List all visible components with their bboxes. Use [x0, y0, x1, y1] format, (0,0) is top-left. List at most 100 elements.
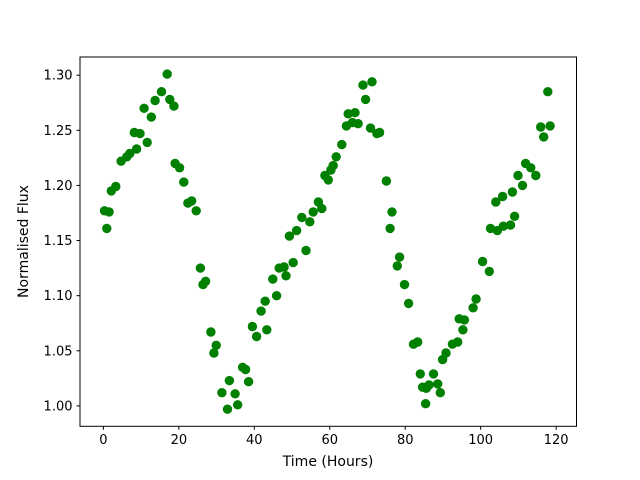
- data-point: [217, 388, 227, 398]
- data-point: [179, 177, 189, 187]
- data-point: [433, 379, 443, 389]
- data-point: [211, 340, 221, 350]
- data-point: [323, 175, 333, 185]
- data-point: [191, 206, 201, 216]
- x-tick-label: 60: [321, 433, 338, 448]
- data-point: [308, 207, 318, 217]
- data-point: [301, 245, 311, 256]
- data-point: [453, 337, 463, 347]
- data-point: [420, 399, 431, 409]
- plot-area: [79, 56, 577, 427]
- data-point: [477, 256, 488, 267]
- data-point: [200, 276, 211, 286]
- data-point: [367, 77, 377, 87]
- data-point: [135, 128, 145, 139]
- data-point: [297, 212, 307, 223]
- data-point: [240, 364, 251, 375]
- data-point: [230, 389, 240, 399]
- x-tick-label: 0: [99, 433, 107, 448]
- data-point: [543, 87, 553, 97]
- data-point: [491, 197, 501, 207]
- data-point: [284, 231, 295, 241]
- data-point: [403, 298, 414, 309]
- data-point: [174, 163, 185, 173]
- data-point: [505, 220, 516, 230]
- data-point: [337, 139, 347, 150]
- data-point: [531, 170, 541, 181]
- x-tick-label: 40: [246, 433, 263, 448]
- data-point: [288, 257, 298, 268]
- data-point: [243, 377, 254, 387]
- data-point: [526, 163, 536, 173]
- data-point: [111, 181, 121, 192]
- data-point: [399, 279, 410, 290]
- data-point: [131, 144, 142, 154]
- data-point: [156, 87, 167, 97]
- data-point: [139, 103, 149, 114]
- data-point: [539, 132, 549, 142]
- data-point: [331, 152, 341, 162]
- data-point: [251, 331, 262, 342]
- data-point: [125, 148, 135, 159]
- data-point: [517, 180, 528, 191]
- data-point: [360, 94, 371, 105]
- data-point: [468, 303, 478, 313]
- data-point: [498, 221, 508, 231]
- x-tick-label: 20: [171, 433, 188, 448]
- y-tick-label: 1.00: [44, 399, 73, 414]
- data-point: [256, 306, 266, 316]
- data-point: [262, 325, 272, 335]
- data-point: [222, 404, 233, 414]
- data-point: [471, 294, 481, 304]
- y-axis-label: Normalised Flux: [16, 185, 32, 298]
- data-point: [374, 127, 385, 138]
- data-point: [260, 296, 270, 306]
- y-tick-label: 1.20: [44, 179, 73, 194]
- data-point: [350, 108, 360, 118]
- data-point: [353, 119, 363, 129]
- data-point: [279, 262, 289, 272]
- data-point: [428, 369, 439, 379]
- data-point: [424, 380, 434, 390]
- data-point: [247, 321, 258, 332]
- data-point: [317, 203, 327, 214]
- data-point: [413, 337, 423, 347]
- x-axis-label: Time (Hours): [282, 454, 374, 470]
- y-tick-label: 1.10: [44, 289, 73, 304]
- data-point: [497, 191, 508, 202]
- data-point: [459, 315, 470, 325]
- data-point: [291, 225, 302, 236]
- data-point: [195, 263, 206, 273]
- x-tick-label: 80: [397, 433, 414, 448]
- data-point: [513, 170, 523, 181]
- data-points: [99, 69, 555, 414]
- data-point: [509, 211, 520, 221]
- data-point: [328, 160, 338, 171]
- y-tick-label: 1.05: [44, 344, 73, 359]
- data-point: [381, 176, 392, 186]
- y-tick-label: 1.15: [44, 234, 73, 249]
- data-point: [392, 261, 402, 271]
- y-tick-label: 1.30: [44, 69, 73, 84]
- data-point: [387, 207, 397, 217]
- data-point: [187, 196, 197, 206]
- data-point: [169, 101, 179, 111]
- data-point: [104, 207, 114, 217]
- data-point: [146, 112, 156, 122]
- data-point: [206, 327, 216, 337]
- data-point: [102, 223, 112, 234]
- data-point: [233, 400, 243, 410]
- data-point: [209, 348, 219, 358]
- data-point: [536, 122, 546, 132]
- x-tick-label: 120: [544, 433, 569, 448]
- x-tick-label: 100: [468, 433, 493, 448]
- data-point: [358, 80, 368, 90]
- x-axis-ticks: 0 20 40 60 80 100 120: [99, 426, 569, 448]
- data-point: [150, 95, 160, 106]
- data-point: [458, 325, 468, 335]
- data-point: [545, 121, 555, 131]
- data-point: [142, 137, 152, 148]
- data-point: [305, 217, 315, 227]
